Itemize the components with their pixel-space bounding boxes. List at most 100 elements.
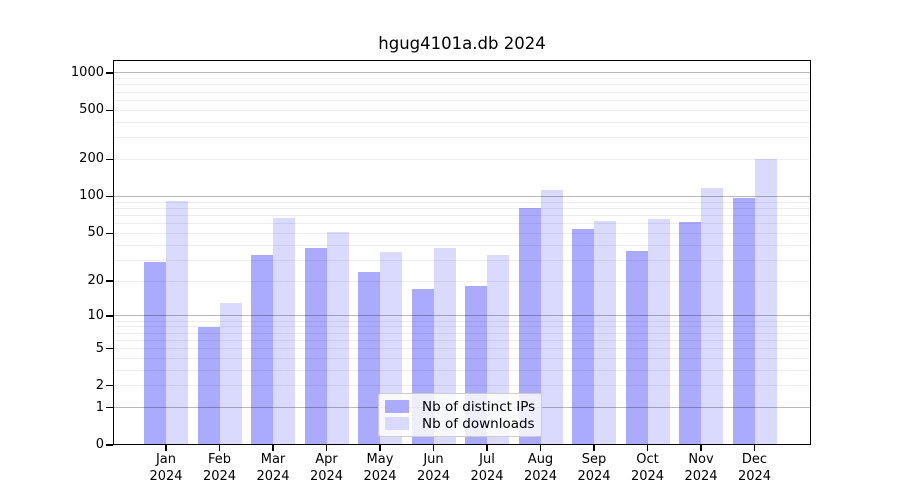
x-tick <box>486 445 488 451</box>
bar-distinct-ips <box>197 326 220 445</box>
x-tick <box>379 445 381 451</box>
x-tick-label: Dec 2024 <box>737 452 772 484</box>
gridline-major <box>113 315 811 317</box>
bar-downloads <box>701 187 723 445</box>
bar-distinct-ips <box>679 221 701 445</box>
y-tick <box>106 280 113 282</box>
bar-distinct-ips <box>572 229 594 445</box>
bar-distinct-ips <box>358 271 380 445</box>
legend: Nb of distinct IPs Nb of downloads <box>378 393 542 437</box>
x-tick-label: May 2024 <box>363 452 397 484</box>
gridline-minor <box>113 385 811 387</box>
gridline-minor <box>113 348 811 349</box>
gridline-minor <box>113 109 811 111</box>
y-tick <box>106 195 113 198</box>
y-tick <box>106 232 113 234</box>
bar-downloads <box>754 159 777 445</box>
x-tick <box>753 445 756 451</box>
y-tick-label: 1000 <box>70 64 104 80</box>
gridline-minor <box>113 320 811 322</box>
legend-entry-downloads: Nb of downloads <box>385 415 535 432</box>
y-tick-label: 200 <box>79 151 104 167</box>
bar-distinct-ips <box>625 250 648 445</box>
x-tick-label: Jan 2024 <box>149 452 183 484</box>
y-tick <box>106 444 113 446</box>
x-tick-label: Jul 2024 <box>470 452 504 484</box>
gridline-major <box>113 72 811 74</box>
y-tick <box>106 315 113 317</box>
gridline-minor <box>113 201 811 203</box>
y-tick-label: 1 <box>95 399 104 415</box>
x-tick-label: Nov 2024 <box>684 452 718 484</box>
x-tick-label: Jun 2024 <box>416 452 451 484</box>
gridline-minor <box>113 91 811 93</box>
legend-label-distinct-ips: Nb of distinct IPs <box>422 398 536 415</box>
gridline-minor <box>113 214 811 216</box>
x-tick-label: Apr 2024 <box>309 452 344 484</box>
legend-label-downloads: Nb of downloads <box>422 415 535 432</box>
x-tick <box>272 445 274 451</box>
y-tick <box>106 385 113 387</box>
gridline-minor <box>113 357 811 359</box>
gridline-minor <box>113 326 811 328</box>
gridline-minor <box>113 84 811 86</box>
gridline-major <box>113 195 811 197</box>
plot-area <box>113 60 811 445</box>
gridline-minor <box>113 244 811 246</box>
bar-downloads <box>326 232 349 445</box>
bar-distinct-ips <box>518 208 541 445</box>
gridline-minor <box>113 207 811 209</box>
y-tick-label: 10 <box>87 307 104 323</box>
legend-entry-distinct-ips: Nb of distinct IPs <box>385 398 536 415</box>
y-tick <box>106 407 113 409</box>
y-tick-label: 500 <box>79 102 104 118</box>
bar-distinct-ips <box>251 255 273 445</box>
bar-distinct-ips <box>732 198 755 445</box>
bar-downloads <box>594 221 616 445</box>
gridline-minor <box>113 259 811 261</box>
bar-distinct-ips <box>304 247 327 445</box>
gridline-minor <box>113 137 811 139</box>
gridline-minor <box>113 99 811 101</box>
x-tick <box>539 445 542 451</box>
x-tick <box>700 445 702 451</box>
bar-downloads <box>219 302 242 445</box>
gridline-minor <box>113 339 811 341</box>
y-tick-label: 100 <box>79 188 104 204</box>
bar-downloads <box>647 218 670 445</box>
bar-downloads <box>166 200 188 445</box>
gridline-minor <box>113 369 811 371</box>
x-tick-label: Mar 2024 <box>256 452 290 484</box>
gridline-minor <box>113 223 811 225</box>
legend-swatch-downloads <box>385 417 409 430</box>
x-tick-label: Sep 2024 <box>577 452 611 484</box>
gridline-minor <box>113 78 811 80</box>
y-tick-label: 20 <box>87 273 104 289</box>
y-tick-label: 2 <box>95 377 104 393</box>
gridline-minor <box>113 332 811 334</box>
bar-downloads <box>540 190 563 445</box>
x-tick-label: Oct 2024 <box>630 452 665 484</box>
x-tick-label: Feb 2024 <box>202 452 237 484</box>
x-tick <box>165 445 167 451</box>
gridline-minor <box>113 280 811 282</box>
gridline-minor <box>113 158 811 160</box>
y-tick-label: 0 <box>95 437 104 452</box>
x-tick <box>646 445 649 451</box>
x-tick <box>325 445 328 451</box>
chart-title: hgug4101a.db 2024 <box>378 34 546 53</box>
y-tick <box>106 158 113 161</box>
x-tick <box>432 445 435 451</box>
bar-downloads <box>273 217 295 445</box>
bar-distinct-ips <box>144 261 166 445</box>
y-tick-label: 5 <box>95 340 104 356</box>
x-tick <box>593 445 595 451</box>
y-tick-label: 50 <box>87 225 104 241</box>
x-tick <box>218 445 221 451</box>
grid-layer <box>113 60 811 445</box>
gridline-minor <box>113 232 811 234</box>
y-tick <box>106 347 113 350</box>
y-tick <box>106 109 113 111</box>
x-tick-label: Aug 2024 <box>523 452 558 484</box>
